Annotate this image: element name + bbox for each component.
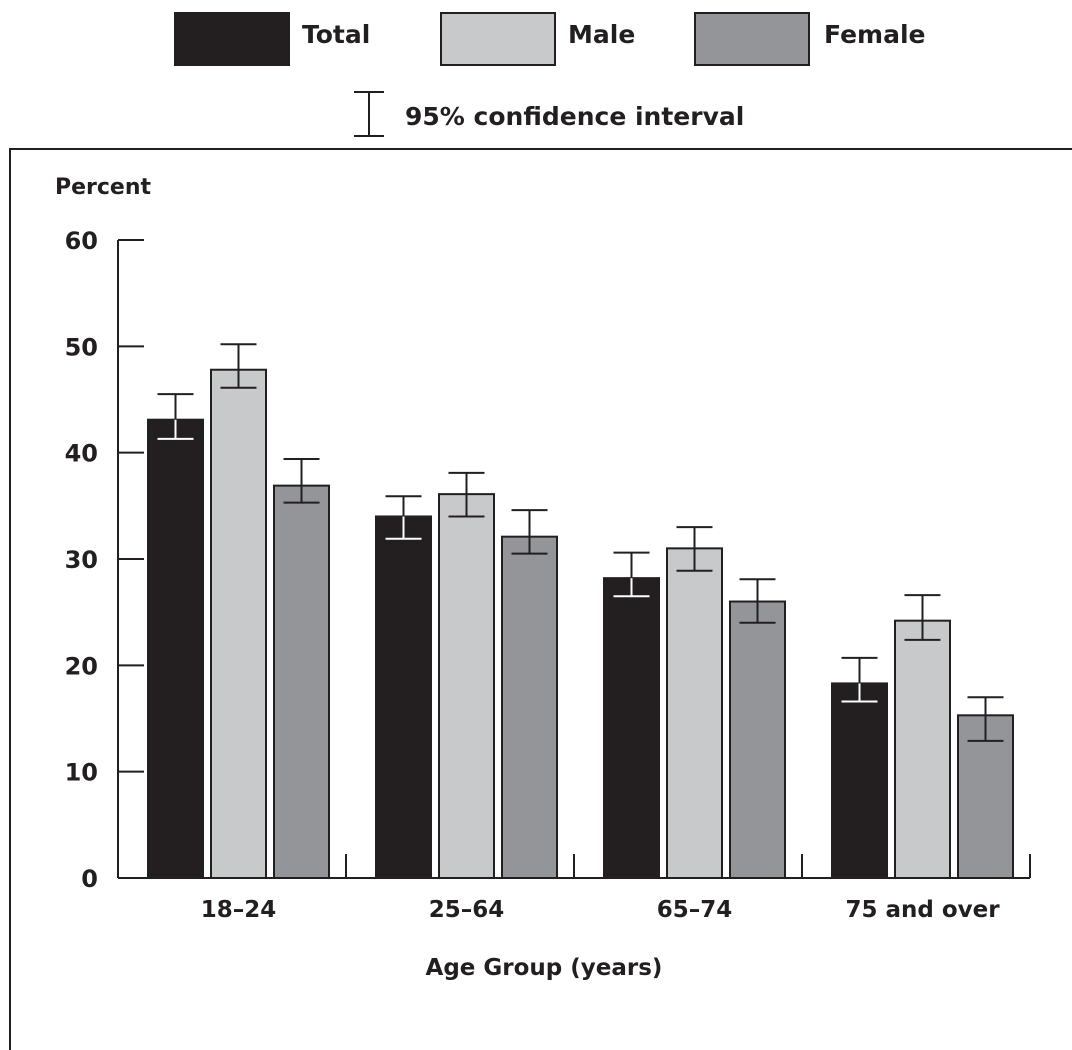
y-tick-label: 10 xyxy=(65,759,98,787)
y-tick-label: 40 xyxy=(65,440,98,468)
y-tick-label: 50 xyxy=(65,333,98,361)
legend-swatch-male xyxy=(440,12,556,66)
bar xyxy=(894,619,951,879)
bar xyxy=(729,600,786,879)
y-tick-label: 0 xyxy=(81,865,98,893)
y-tick-label: 20 xyxy=(65,652,98,680)
y-axis-label: Percent xyxy=(55,175,152,200)
legend: Total Male Female 95% confidence interva… xyxy=(0,0,1072,145)
chart-frame xyxy=(9,148,1072,1050)
bar xyxy=(603,577,660,879)
bar xyxy=(210,368,267,879)
x-tick-label: 75 and over xyxy=(845,897,1000,923)
bar xyxy=(666,547,723,879)
x-tick-label: 18–24 xyxy=(201,897,277,923)
y-tick-label: 30 xyxy=(65,546,98,574)
confidence-interval-icon xyxy=(354,91,384,137)
bar xyxy=(501,535,558,879)
legend-ci-label: 95% confidence interval xyxy=(405,102,745,131)
bar xyxy=(957,714,1014,879)
legend-label-total: Total xyxy=(302,20,371,49)
legend-swatch-total xyxy=(174,12,290,66)
legend-swatch-female xyxy=(694,12,810,66)
bar xyxy=(438,493,495,879)
bar xyxy=(831,682,888,879)
x-tick-label: 25–64 xyxy=(429,897,505,923)
x-tick-label: 65–74 xyxy=(657,897,733,923)
bar xyxy=(273,484,330,879)
legend-label-female: Female xyxy=(824,20,926,49)
bar xyxy=(147,418,204,879)
y-tick-label: 60 xyxy=(65,227,98,255)
x-axis-label: Age Group (years) xyxy=(426,955,663,981)
bar-chart: 0 10 20 30 40 50 60 Percent 18–24 25–64 65–74 75 an… xyxy=(55,175,1031,981)
bar xyxy=(375,515,432,879)
legend-label-male: Male xyxy=(568,20,636,49)
